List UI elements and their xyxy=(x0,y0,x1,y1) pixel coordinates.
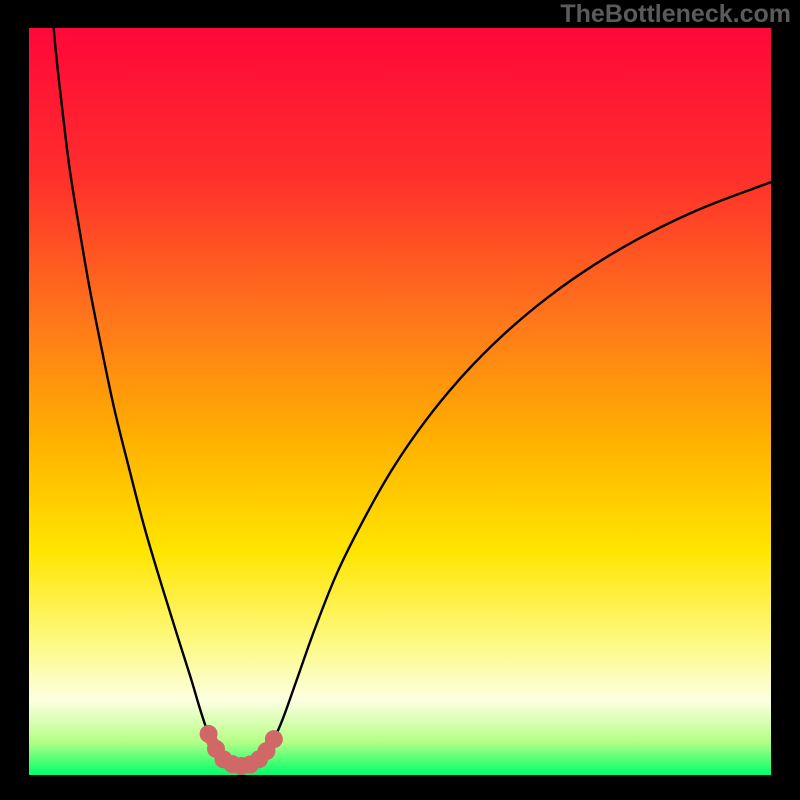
chart-plot-background xyxy=(29,28,771,775)
watermark-text: TheBottleneck.com xyxy=(560,0,791,28)
chart-container: TheBottleneck.com xyxy=(0,0,800,800)
bottleneck-chart-svg: TheBottleneck.com xyxy=(0,0,800,800)
marker-dot xyxy=(265,730,283,748)
